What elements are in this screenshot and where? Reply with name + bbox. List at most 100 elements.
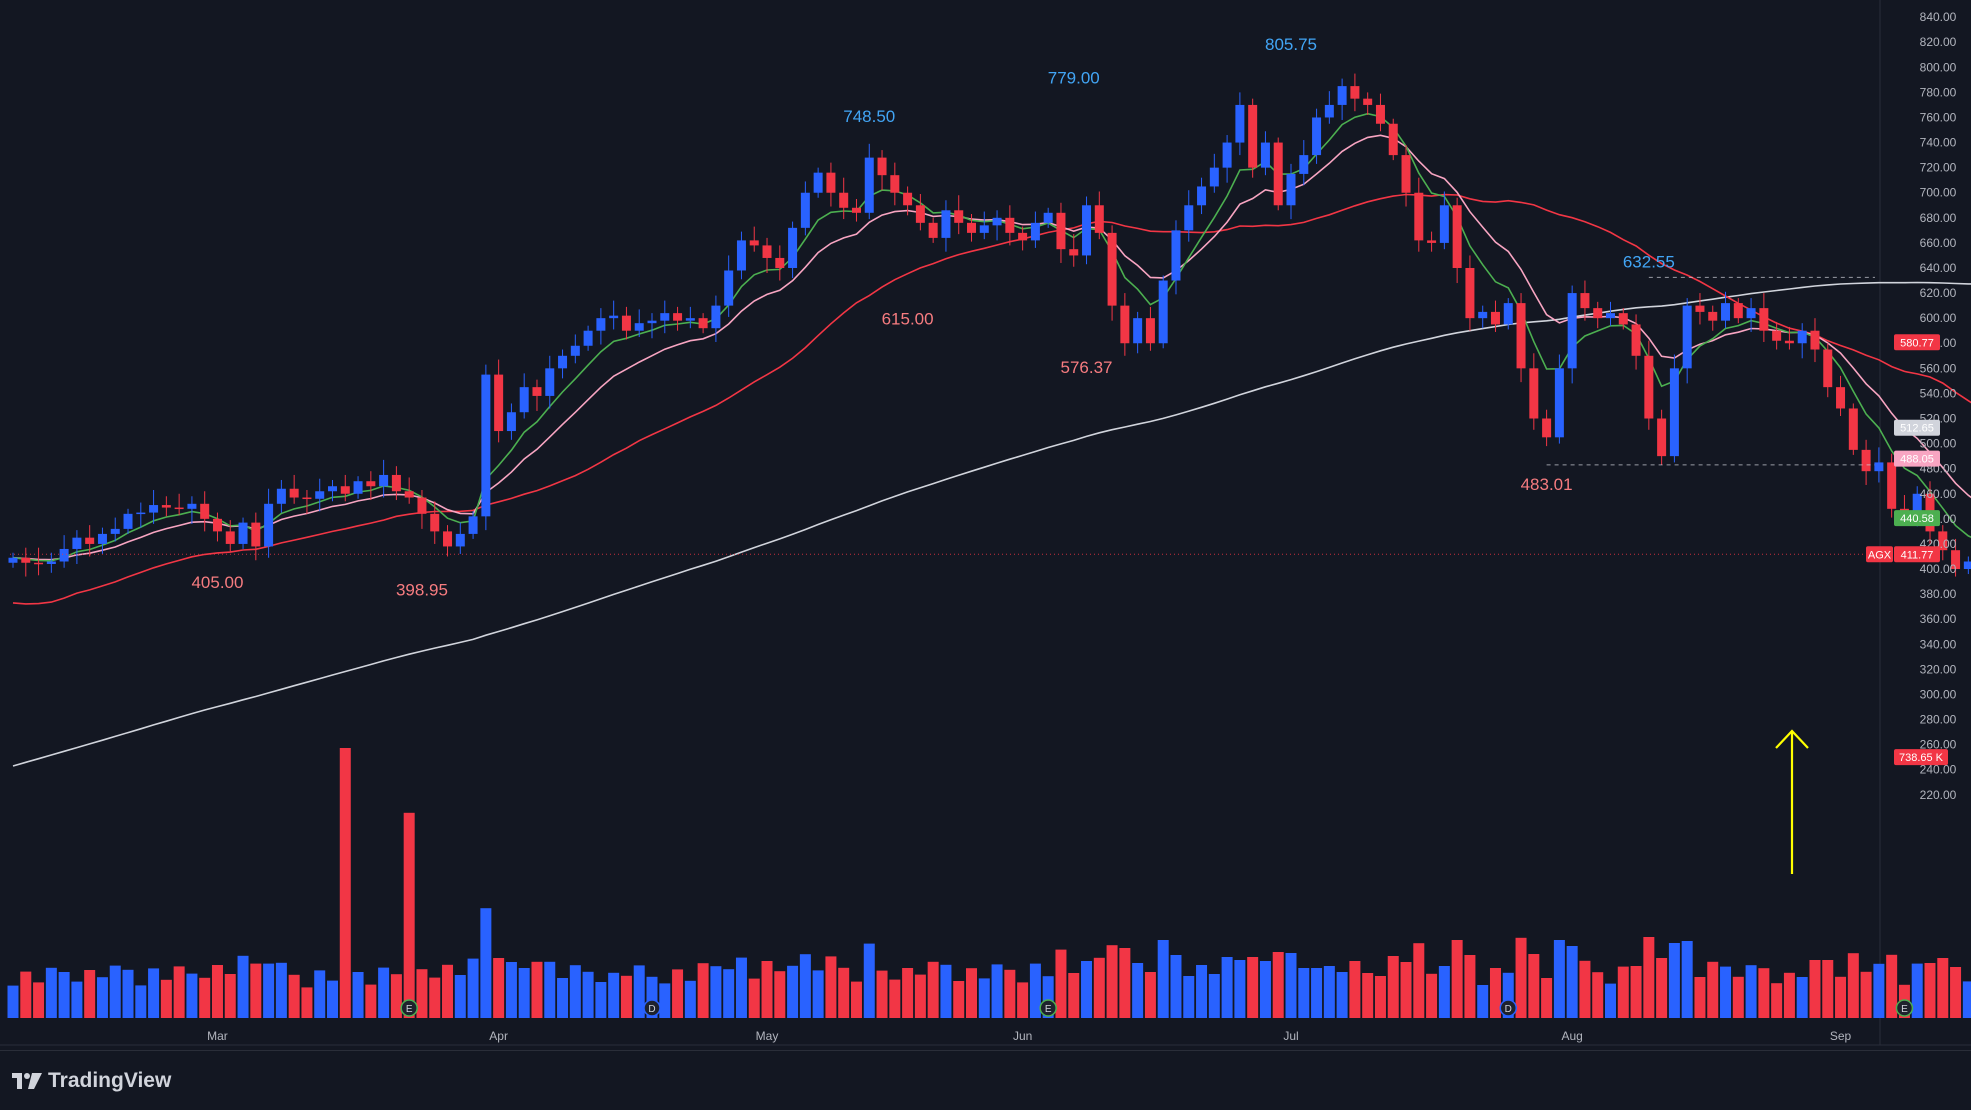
candle-body bbox=[1440, 205, 1449, 243]
candle-body bbox=[1312, 117, 1321, 155]
candle-body bbox=[839, 193, 848, 208]
candle-body bbox=[1874, 462, 1883, 471]
volume-bar bbox=[1822, 960, 1833, 1018]
volume-bar bbox=[1669, 943, 1680, 1018]
volume-bar bbox=[123, 970, 134, 1018]
axis-tag-value: 512.65 bbox=[1900, 423, 1934, 435]
event-marker-letter: D bbox=[648, 1004, 655, 1015]
volume-bar bbox=[544, 962, 555, 1018]
candle-body bbox=[1108, 233, 1117, 306]
volume-bar bbox=[327, 981, 338, 1018]
footer-bar: TradingView bbox=[0, 1050, 1971, 1110]
candle-body bbox=[277, 489, 286, 504]
price-tick-label: 700.00 bbox=[1920, 186, 1957, 200]
volume-bar bbox=[1017, 982, 1028, 1018]
volume-bar bbox=[1145, 972, 1156, 1018]
candle-body bbox=[532, 387, 541, 396]
candle-body bbox=[852, 208, 861, 213]
candle-body bbox=[1683, 306, 1692, 369]
candle-body bbox=[1261, 143, 1270, 168]
candle-body bbox=[1580, 293, 1589, 308]
candle-body bbox=[954, 210, 963, 223]
candle-body bbox=[1887, 462, 1896, 508]
candle-body bbox=[878, 158, 887, 176]
volume-bar bbox=[1643, 937, 1654, 1018]
candle-body bbox=[584, 331, 593, 346]
candle-body bbox=[1670, 368, 1679, 456]
volume-bar bbox=[1004, 970, 1015, 1018]
volume-bar bbox=[480, 908, 491, 1018]
candle-body bbox=[1619, 313, 1628, 324]
volume-bar bbox=[1234, 960, 1245, 1018]
candle-body bbox=[392, 475, 401, 491]
candle-body bbox=[520, 387, 529, 412]
candle-body bbox=[635, 323, 644, 331]
candle-body bbox=[481, 375, 490, 517]
volume-bar bbox=[621, 976, 632, 1018]
candle-body bbox=[1798, 331, 1807, 344]
volume-bar bbox=[1260, 961, 1271, 1018]
time-tick-label: Sep bbox=[1830, 1029, 1852, 1043]
candle-body bbox=[1210, 168, 1219, 187]
candle-body bbox=[226, 531, 235, 544]
axis-tag-value: 411.77 bbox=[1901, 549, 1934, 561]
volume-bar bbox=[340, 748, 351, 1018]
candle-body bbox=[1120, 306, 1129, 344]
volume-bar bbox=[1401, 962, 1412, 1018]
event-marker-letter: E bbox=[406, 1004, 413, 1015]
candle-body bbox=[750, 240, 759, 245]
volume-bar bbox=[71, 982, 82, 1018]
volume-bar bbox=[864, 944, 875, 1018]
candle-body bbox=[980, 225, 989, 233]
candle-body bbox=[1402, 155, 1411, 193]
candle-body bbox=[124, 514, 133, 529]
axis-tag-value: 580.77 bbox=[1900, 337, 1934, 349]
candle-body bbox=[328, 486, 337, 491]
volume-bar bbox=[710, 966, 721, 1018]
price-tick-label: 400.00 bbox=[1920, 562, 1957, 576]
volume-bar bbox=[1835, 977, 1846, 1018]
volume-bar bbox=[1298, 968, 1309, 1018]
candle-body bbox=[1810, 331, 1819, 350]
candle-body bbox=[354, 481, 363, 494]
candle-body bbox=[1504, 303, 1513, 324]
volume-bar bbox=[787, 966, 798, 1018]
candle-body bbox=[60, 549, 69, 562]
candle-body bbox=[775, 258, 784, 268]
swing-low-label: 615.00 bbox=[882, 309, 934, 328]
candles bbox=[9, 74, 1971, 577]
volume-bar bbox=[1107, 945, 1118, 1018]
price-tick-label: 760.00 bbox=[1920, 110, 1957, 124]
candle-body bbox=[1593, 308, 1602, 318]
candle-body bbox=[903, 193, 912, 206]
candle-body bbox=[1274, 143, 1283, 206]
volume-bar bbox=[1490, 968, 1501, 1018]
candle-body bbox=[545, 368, 554, 396]
candle-body bbox=[1644, 356, 1653, 419]
volume-bar bbox=[902, 968, 913, 1018]
volume-bar bbox=[608, 973, 619, 1018]
tradingview-logo[interactable]: TradingView bbox=[12, 1069, 171, 1093]
candle-body bbox=[1376, 105, 1385, 124]
volume-bar bbox=[110, 966, 121, 1018]
candle-body bbox=[162, 505, 171, 508]
candle-body bbox=[469, 516, 478, 534]
volume-bar bbox=[851, 982, 862, 1018]
volume-bar bbox=[301, 987, 312, 1018]
volume-bar bbox=[813, 970, 824, 1018]
candle-body bbox=[366, 481, 375, 486]
event-marker-letter: E bbox=[1045, 1004, 1052, 1015]
volume-bar bbox=[20, 972, 31, 1018]
volume-bar bbox=[1094, 958, 1105, 1018]
volume-bar bbox=[1579, 961, 1590, 1018]
candle-body bbox=[111, 529, 120, 534]
candle-body bbox=[1772, 331, 1781, 341]
volume-bar bbox=[148, 968, 159, 1018]
volume-bar bbox=[531, 962, 542, 1018]
candle-body bbox=[916, 205, 925, 223]
candle-body bbox=[1235, 105, 1244, 143]
candle-body bbox=[1018, 233, 1027, 241]
